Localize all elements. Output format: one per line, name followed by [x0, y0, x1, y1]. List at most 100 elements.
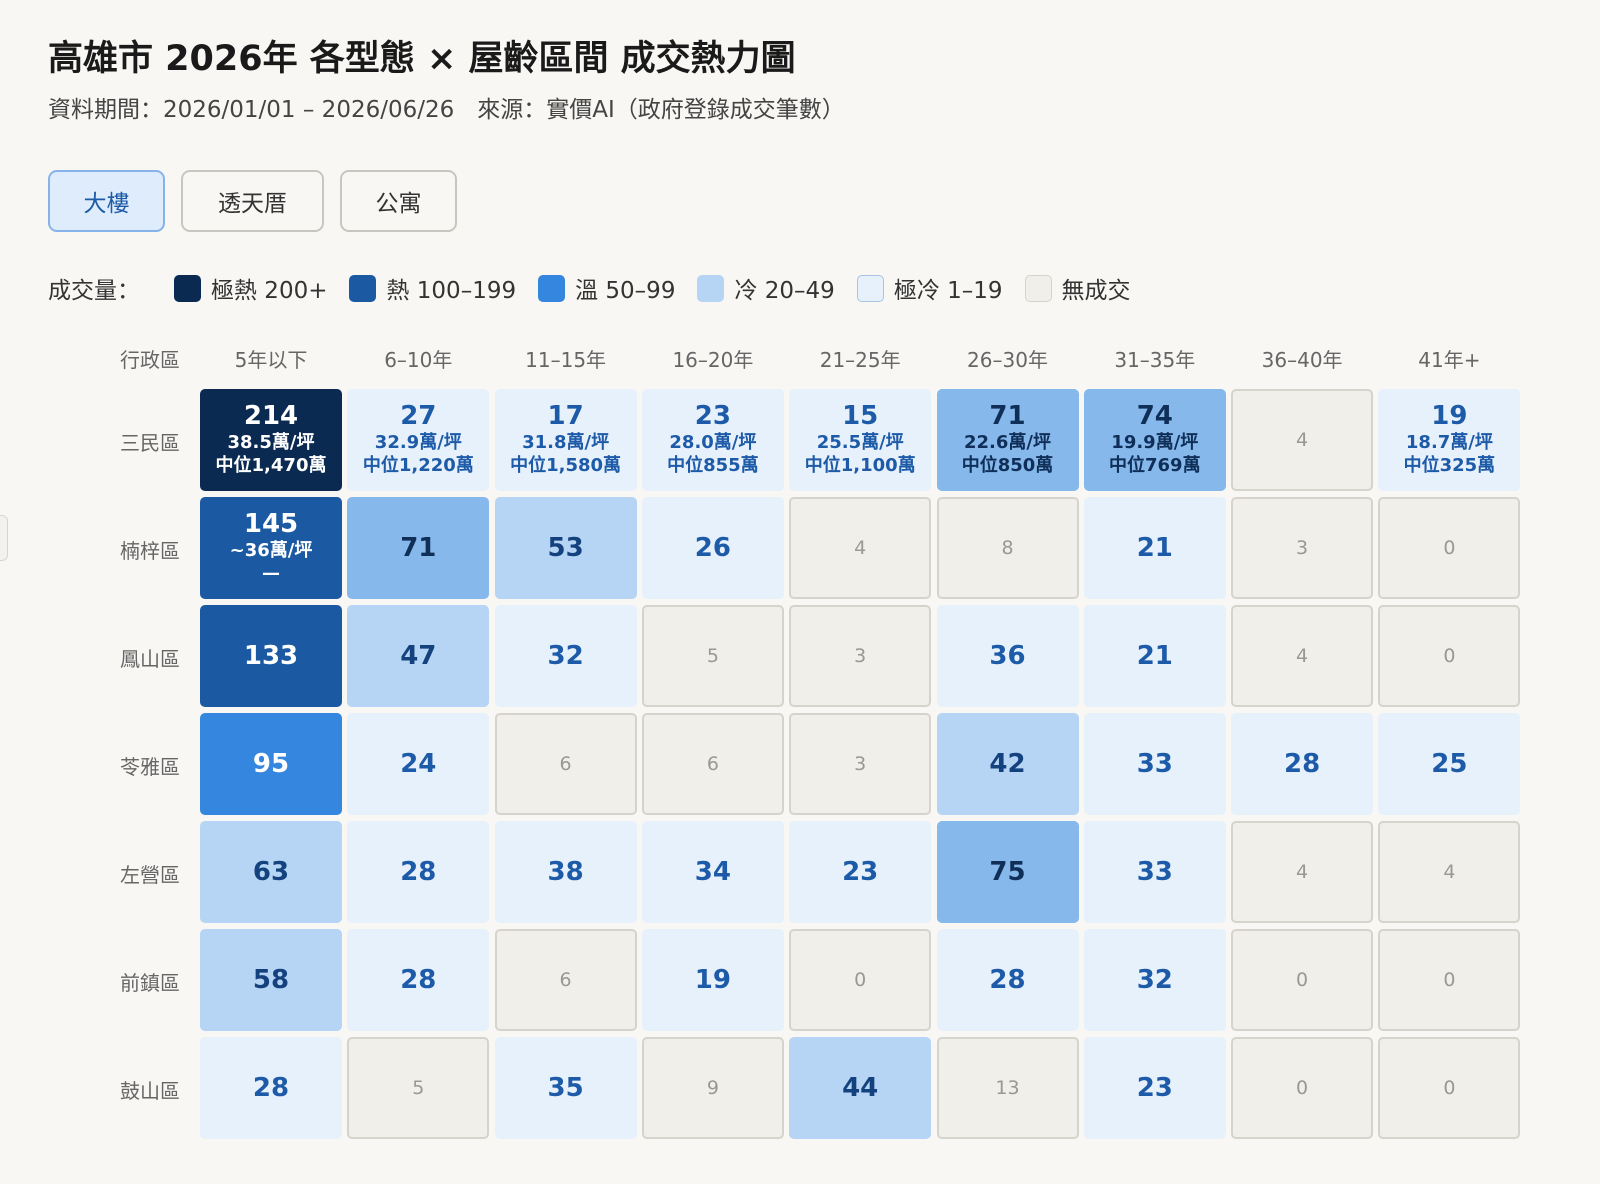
column-header: 31–35年: [1114, 348, 1196, 372]
heatmap-cell[interactable]: 0: [1231, 929, 1374, 1031]
heatmap-cell[interactable]: 75: [936, 821, 1079, 923]
heatmap-cell[interactable]: 47: [347, 605, 490, 707]
cell-count: 53: [547, 532, 584, 563]
heatmap-cell[interactable]: 58: [200, 929, 342, 1031]
legend-swatch: [697, 274, 725, 302]
heatmap-cell[interactable]: 23: [789, 821, 932, 923]
heatmap-cell[interactable]: 36: [936, 605, 1079, 707]
cell-count: 33: [1136, 856, 1173, 887]
heatmap-cell[interactable]: 19: [641, 929, 784, 1031]
heatmap-cell[interactable]: 133: [200, 605, 342, 707]
heatmap-cell[interactable]: 63: [200, 821, 342, 923]
heatmap-cell[interactable]: 21: [1083, 605, 1226, 707]
heatmap-cell[interactable]: 19 18.7萬/坪 中位325萬: [1378, 389, 1521, 491]
heatmap-cell[interactable]: 71 22.6萬/坪 中位850萬: [936, 389, 1079, 491]
cell-count: 0: [1296, 1076, 1309, 1099]
heatmap-cell[interactable]: 3: [789, 605, 932, 707]
cell-count: 28: [400, 964, 437, 995]
heatmap-cell[interactable]: 17 31.8萬/坪 中位1,580萬: [494, 389, 637, 491]
heatmap-cell[interactable]: 32: [494, 605, 637, 707]
heatmap-cell[interactable]: 3: [1231, 497, 1374, 599]
heatmap-cell[interactable]: 95: [200, 713, 342, 815]
heatmap-cell[interactable]: 23 28.0萬/坪 中位855萬: [641, 389, 784, 491]
cell-detail: 中位1,580萬: [510, 455, 622, 477]
heatmap-cell[interactable]: 0: [1378, 497, 1521, 599]
cell-count: 4: [854, 536, 867, 559]
heatmap-cell[interactable]: 5: [641, 605, 784, 707]
heatmap-cell[interactable]: 38: [494, 821, 637, 923]
heatmap-cell[interactable]: 74 19.9萬/坪 中位769萬: [1083, 389, 1226, 491]
heatmap-cell[interactable]: 13: [936, 1037, 1079, 1139]
heatmap-cell[interactable]: 33: [1083, 713, 1226, 815]
cell-count: 4: [1296, 428, 1309, 451]
cell-detail: 32.9萬/坪: [374, 431, 462, 453]
heatmap-cell[interactable]: 0: [1378, 605, 1521, 707]
legend-swatch: [174, 274, 201, 302]
heatmap-cell[interactable]: 4: [1231, 389, 1374, 491]
heatmap-cell[interactable]: 44: [789, 1037, 932, 1139]
cell-count: 3: [854, 752, 867, 775]
cell-count: 32: [1136, 964, 1173, 995]
legend-label: 溫 50–99: [575, 278, 676, 304]
cell-count: 6: [559, 752, 572, 775]
legend-label: 冷 20–49: [734, 278, 835, 304]
legend-item-very-hot: 極熱 200+: [174, 271, 327, 305]
legend-title: 成交量：: [48, 278, 140, 304]
heatmap-cell[interactable]: 6: [494, 713, 637, 815]
cell-count: 17: [547, 401, 584, 432]
heatmap-cell[interactable]: 27 32.9萬/坪 中位1,220萬: [347, 389, 490, 491]
heatmap-cell[interactable]: 28: [936, 929, 1079, 1031]
row-label: 楠梓區: [120, 539, 180, 563]
heatmap-cell[interactable]: 28: [200, 1037, 342, 1139]
heatmap-cell[interactable]: 4: [1231, 821, 1374, 923]
heatmap-cell[interactable]: 28: [1231, 713, 1374, 815]
heatmap-cell[interactable]: 5: [347, 1037, 490, 1139]
cell-count: 63: [252, 856, 290, 887]
heatmap-cell[interactable]: 23: [1083, 1037, 1226, 1139]
heatmap-cell[interactable]: 0: [1378, 929, 1521, 1031]
tab-townhouse[interactable]: 透天厝: [181, 170, 324, 232]
heatmap-cell[interactable]: 4: [789, 497, 932, 599]
cell-count: 38: [547, 856, 584, 887]
heatmap-cell[interactable]: 4: [1378, 821, 1521, 923]
cell-count: 36: [989, 640, 1026, 671]
heatmap-cell[interactable]: 24: [347, 713, 490, 815]
heatmap-cell[interactable]: 42: [936, 713, 1079, 815]
heatmap-cell[interactable]: 8: [936, 497, 1079, 599]
heatmap-cell[interactable]: 33: [1083, 821, 1226, 923]
heatmap-cell[interactable]: 145 ~36萬/坪 —: [200, 497, 342, 599]
tab-apartment[interactable]: 公寓: [340, 170, 457, 232]
heatmap-cell[interactable]: 9: [641, 1037, 784, 1139]
heatmap-cell[interactable]: 15 25.5萬/坪 中位1,100萬: [789, 389, 932, 491]
cell-detail: 中位769萬: [1109, 455, 1201, 477]
side-panel-handle[interactable]: [0, 515, 8, 561]
heatmap-cell[interactable]: 53: [494, 497, 637, 599]
heatmap-cell[interactable]: 6: [641, 713, 784, 815]
heatmap-cell[interactable]: 28: [347, 821, 490, 923]
heatmap-cell[interactable]: 0: [789, 929, 932, 1031]
heatmap-cell[interactable]: 6: [494, 929, 637, 1031]
legend-label: 熱 100–199: [386, 278, 517, 304]
cell-detail: 中位1,220萬: [362, 455, 474, 477]
heatmap-cell[interactable]: 4: [1231, 605, 1374, 707]
cell-detail: 28.0萬/坪: [669, 431, 757, 453]
heatmap-cell[interactable]: 0: [1231, 1037, 1374, 1139]
legend: 成交量： 極熱 200+ 熱 100–199 溫 50–99 冷 20–49 極…: [48, 270, 1153, 306]
heatmap-cell[interactable]: 25: [1378, 713, 1521, 815]
cell-detail: 中位1,100萬: [804, 455, 916, 477]
heatmap-cell[interactable]: 0: [1378, 1037, 1521, 1139]
heatmap-cell[interactable]: 34: [641, 821, 784, 923]
heatmap-cell[interactable]: 28: [347, 929, 490, 1031]
heatmap-cell[interactable]: 214 38.5萬/坪 中位1,470萬: [200, 389, 342, 491]
legend-swatch: [1024, 274, 1052, 302]
tab-building[interactable]: 大樓: [48, 170, 165, 232]
heatmap-cell[interactable]: 21: [1083, 497, 1226, 599]
heatmap-cell[interactable]: 71: [347, 497, 490, 599]
heatmap-cell[interactable]: 3: [789, 713, 932, 815]
cell-count: 214: [243, 401, 299, 432]
heatmap-cell[interactable]: 32: [1083, 929, 1226, 1031]
heatmap-cell[interactable]: 26: [641, 497, 784, 599]
heatmap-cell[interactable]: 35: [494, 1037, 637, 1139]
legend-label: 極熱 200+: [211, 278, 328, 304]
cell-count: 23: [842, 856, 879, 887]
